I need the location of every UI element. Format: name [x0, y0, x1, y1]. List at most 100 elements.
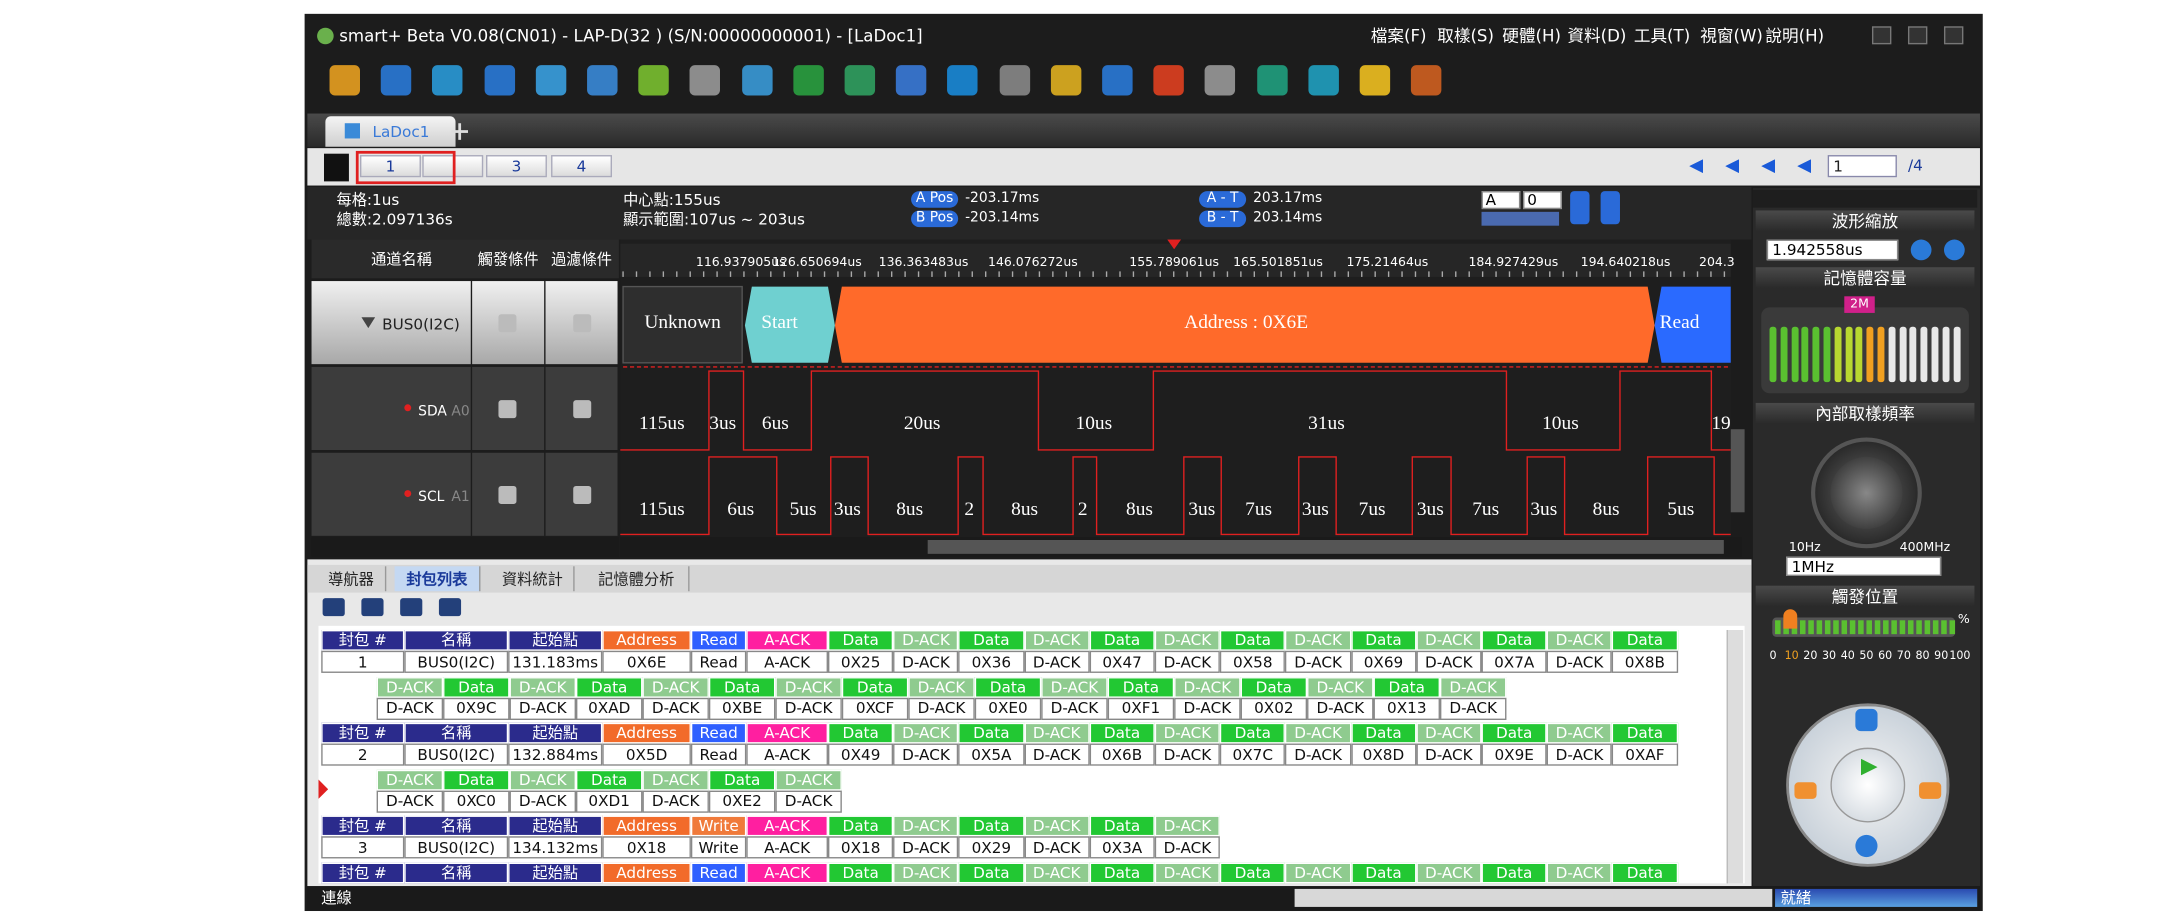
nav-left-icon[interactable] [1794, 782, 1816, 799]
packet-header-cell: Data [443, 677, 509, 698]
packet-header-cell: Data [1089, 630, 1154, 651]
packet-header-cell: Data [1351, 630, 1416, 651]
zoom-out-button[interactable] [1944, 240, 1965, 261]
trigger-scale-label: 10 [1783, 649, 1801, 663]
packet-header-cell: Data [959, 863, 1024, 884]
packet-tool-icon[interactable] [400, 598, 422, 616]
scl-timing-label: 6us [706, 500, 775, 522]
wave-scroll-thumb[interactable] [928, 540, 1724, 554]
packet-value-cell: 0XD1 [576, 790, 642, 812]
packet-tool-icon[interactable] [361, 598, 383, 616]
packet-header-cell: D-ACK [1155, 816, 1220, 837]
nav-right-icon[interactable] [1919, 782, 1941, 799]
scl-timing-label: 3us [813, 500, 882, 522]
packet-header-cell: Data [709, 770, 775, 791]
nav-top-icon[interactable] [1855, 709, 1877, 731]
packet-header-cell: Read [691, 863, 746, 884]
bottom-tab[interactable]: 封包列表 [395, 566, 481, 591]
packet-value-cell: D-ACK [1024, 837, 1089, 859]
trigger-tick [1817, 620, 1823, 634]
zoom-in-button[interactable] [1911, 240, 1932, 261]
packet-value-cell: D-ACK [642, 790, 708, 812]
packet-header-cell: Data [1482, 630, 1547, 651]
packet-header-cell: D-ACK [1155, 630, 1220, 651]
packet-value-cell: BUS0(I2C) [404, 744, 508, 766]
packet-header-cell: 起始點 [508, 863, 602, 884]
packet-header-cell: Data [959, 816, 1024, 837]
trigger-tick [1916, 620, 1922, 634]
packet-value-cell: 0XCF [842, 697, 908, 719]
trigger-tick [1950, 620, 1956, 634]
packet-value-cell: BUS0(I2C) [404, 651, 508, 673]
trigger-unit: % [1958, 615, 1970, 627]
packet-header-cell: D-ACK [1155, 863, 1220, 884]
trigger-scale-label: 90 [1932, 649, 1950, 663]
packet-header-cell: D-ACK [1024, 863, 1089, 884]
scl-timing-label: 5us [1646, 500, 1715, 522]
packet-value-cell: D-ACK [510, 697, 576, 719]
packet-value-cell: D-ACK [377, 790, 443, 812]
wave-vscroll-thumb[interactable] [1731, 429, 1745, 512]
packet-header-cell: Data [1089, 816, 1154, 837]
packet-header-cell: Address [602, 863, 691, 884]
packet-header-cell: D-ACK [1285, 723, 1350, 744]
zoom-select[interactable]: 1.942558us [1767, 240, 1899, 261]
trigger-scale-label: 50 [1857, 649, 1875, 663]
packet-value-cell: D-ACK [1416, 744, 1481, 766]
packet-header-cell: D-ACK [1041, 677, 1107, 698]
packet-value-cell: A-ACK [746, 837, 828, 859]
packet-value-cell: D-ACK [1440, 697, 1506, 719]
packet-value-cell: 0XF1 [1108, 697, 1174, 719]
packet-header-cell: D-ACK [893, 816, 958, 837]
bus-decode-label: Address : 0X6E [1163, 313, 1329, 335]
rate-select[interactable]: 1MHz [1786, 557, 1941, 576]
packet-header-cell: 起始點 [508, 816, 602, 837]
packet-value-cell: 0X58 [1220, 651, 1285, 673]
memory-segment [1921, 327, 1928, 382]
packet-value-cell: Read [691, 744, 746, 766]
packet-value-cell: D-ACK [1285, 744, 1350, 766]
packet-header-cell: Data [1108, 677, 1174, 698]
packet-value-cell: D-ACK [1024, 651, 1089, 673]
trigger-scale-label: 70 [1895, 649, 1913, 663]
packet-value-cell: 0X5A [959, 744, 1024, 766]
packet-value-cell: D-ACK [1307, 697, 1373, 719]
memory-segment [1932, 327, 1939, 382]
side-panel-title: 觸發位置 [1756, 586, 1975, 607]
packet-header-cell: Data [1482, 863, 1547, 884]
packet-value-cell: D-ACK [893, 837, 958, 859]
sda-timing-label: 20us [888, 414, 957, 436]
sda-timing-label: 10us [1059, 414, 1128, 436]
packet-value-cell: 0X13 [1374, 697, 1440, 719]
bottom-tab[interactable]: 導航器 [317, 566, 386, 591]
bottom-tab[interactable]: 記憶體分析 [584, 566, 689, 591]
side-panel-title: 記憶體容量 [1756, 267, 1975, 288]
trigger-tick [1858, 620, 1864, 634]
memory-segment [1878, 327, 1885, 382]
bus-decode-label: Start [696, 313, 862, 335]
trigger-pointer[interactable] [1783, 609, 1797, 628]
packet-tool-icon[interactable] [439, 598, 461, 616]
bottom-tab[interactable]: 資料統計 [492, 566, 575, 591]
packet-tool-icon[interactable] [323, 598, 345, 616]
packet-header-cell: D-ACK [775, 677, 841, 698]
packet-value-cell: D-ACK [642, 697, 708, 719]
packet-value-cell: D-ACK [1155, 744, 1220, 766]
packet-value-cell: 0X9C [443, 697, 509, 719]
packet-header-cell: A-ACK [746, 863, 828, 884]
packet-header-cell: Data [959, 630, 1024, 651]
packet-header-cell: Read [691, 630, 746, 651]
packet-value-cell: 0X5D [602, 744, 691, 766]
packet-value-cell: 131.183ms [508, 651, 602, 673]
packet-header-cell: D-ACK [908, 677, 974, 698]
packet-header-cell: Data [828, 630, 893, 651]
trigger-tick [1825, 620, 1831, 634]
trigger-scale-label: 0 [1764, 649, 1782, 663]
packet-value-cell: Write [691, 837, 746, 859]
packet-header-cell: D-ACK [1440, 677, 1506, 698]
trigger-scale-label: 30 [1820, 649, 1838, 663]
nav-bottom-icon[interactable] [1855, 835, 1877, 857]
packet-value-cell: D-ACK [510, 790, 576, 812]
packet-value-cell: 0X8B [1612, 651, 1677, 673]
